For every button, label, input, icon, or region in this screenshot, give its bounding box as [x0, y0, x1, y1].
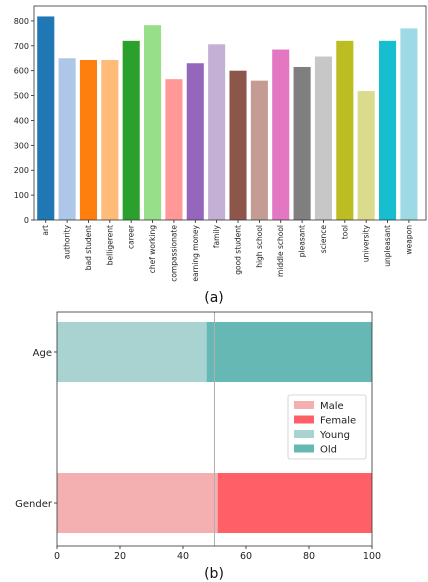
bar-authority — [58, 58, 76, 220]
x-tick-label-career: career — [127, 224, 136, 249]
legend-swatch-female — [294, 415, 314, 424]
plot-frame-a — [33, 5, 427, 221]
bar-good-student — [229, 70, 247, 220]
bar-belligerent — [101, 59, 119, 220]
y-tick-label: 700 — [14, 42, 29, 51]
legend-frame — [287, 394, 367, 460]
x-tick-label-middle-school: middle school — [276, 225, 285, 277]
y-tick-label: 100 — [14, 191, 29, 200]
y-tick-label: 400 — [14, 116, 29, 125]
x-tick-label: 20 — [114, 551, 126, 562]
legend: Male Female Young Old — [287, 394, 367, 460]
x-tick-label-compassionate: compassionate — [169, 225, 178, 282]
x-tick-label: 40 — [177, 551, 189, 562]
bar-career — [122, 40, 140, 221]
x-tick-label-bad-student: bad student — [84, 225, 93, 270]
bar-chef-working — [144, 25, 162, 221]
bar-art — [37, 16, 55, 221]
x-tick-label: 60 — [240, 551, 252, 562]
legend-label-female: Female — [320, 416, 356, 427]
y-tick-label: 300 — [14, 141, 29, 150]
bar-age-young — [57, 322, 207, 382]
bar-university — [357, 91, 375, 220]
legend-swatch-young — [294, 430, 314, 438]
bar-compassionate — [165, 79, 183, 220]
x-tick-label-good-student: good student — [234, 225, 243, 275]
bar-gender-male — [57, 473, 218, 533]
x-tick-label-university: university — [362, 224, 371, 262]
legend-label-young: Young — [319, 430, 350, 441]
bar-middle-school — [272, 49, 290, 221]
bar-tool — [336, 40, 354, 221]
bar-weapon — [400, 28, 418, 220]
bar-science — [314, 56, 333, 221]
x-tick-label-family: family — [212, 224, 221, 248]
bar-age-old — [206, 322, 372, 382]
legend-label-old: Old — [320, 445, 337, 456]
plot-frame-b — [56, 311, 373, 547]
x-tick-label-art: art — [41, 225, 50, 236]
x-tick-label: 0 — [54, 551, 60, 562]
bar-gender-female — [217, 473, 372, 533]
bar-pleasant — [293, 66, 311, 220]
x-tick-label-unpleasant: unpleasant — [383, 225, 392, 267]
x-tick-label-weapon: weapon — [404, 225, 413, 255]
y-tick-label-age: Age — [33, 348, 52, 359]
bar-chart-categories: 0 100 200 300 400 500 600 700 800 art authority bad… — [14, 5, 427, 282]
x-tick-label-tool: tool — [340, 225, 349, 239]
panel-label-a: (a) — [204, 290, 224, 306]
bar-bad-student — [79, 59, 98, 220]
legend-swatch-old — [294, 444, 314, 453]
y-tick-label: 600 — [14, 67, 29, 76]
y-tick-label: 800 — [14, 17, 29, 26]
x-tick-label-science: science — [319, 225, 328, 254]
x-tick-label-earning-money: earning money — [191, 224, 200, 281]
x-tick-label-pleasant: pleasant — [298, 225, 307, 257]
x-tick-label-authority: authority — [63, 224, 72, 259]
x-tick-label-chef-working: chef working — [148, 225, 157, 274]
bar-earning-money — [186, 63, 204, 220]
bar-high-school — [250, 80, 268, 221]
legend-swatch-male — [294, 401, 314, 409]
bar-unpleasant — [379, 40, 397, 221]
bar-family — [208, 44, 226, 221]
y-tick-label: 500 — [14, 92, 29, 101]
stacked-bar-chart-demographics: Age Gender 0 20 40 60 80 100 Male Female Young Old — [15, 311, 381, 562]
panel-label-b: (b) — [204, 566, 224, 582]
y-tick-label: 200 — [14, 166, 29, 175]
y-tick-label-gender: Gender — [15, 499, 53, 510]
x-tick-label-belligerent: belligerent — [105, 225, 114, 265]
legend-label-male: Male — [320, 401, 344, 412]
x-tick-label: 80 — [303, 551, 315, 562]
y-tick-label: 0 — [24, 216, 29, 225]
x-tick-label: 100 — [363, 551, 381, 562]
x-tick-label-high-school: high school — [255, 225, 264, 268]
